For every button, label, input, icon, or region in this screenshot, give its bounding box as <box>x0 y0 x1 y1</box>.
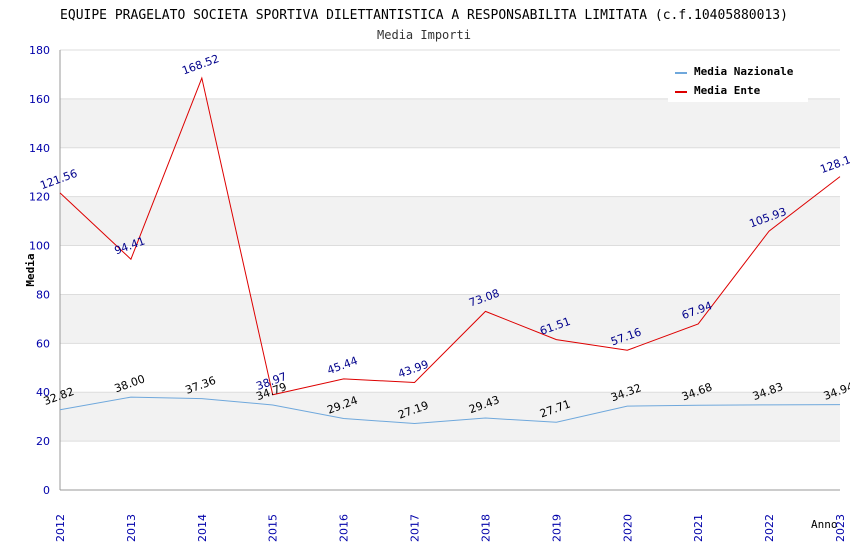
x-tick-label: 2018 <box>479 514 492 542</box>
y-tick-label: 40 <box>36 386 50 399</box>
x-tick-label: 2019 <box>550 514 563 542</box>
x-tick-label: 2013 <box>125 514 138 542</box>
x-tick-label: 2015 <box>267 514 280 542</box>
series-line-media-ente <box>59 76 841 396</box>
legend-label-media-nazionale: Media Nazionale <box>694 65 794 78</box>
data-label: 168.52 <box>180 52 221 77</box>
x-tick-label: 2016 <box>338 514 351 542</box>
y-tick-label: 140 <box>29 142 50 155</box>
chart-grid <box>60 49 840 491</box>
data-label: 45.44 <box>325 354 359 377</box>
grid-band <box>60 392 840 442</box>
chart-bands <box>60 98 840 442</box>
series-lines <box>59 76 841 425</box>
data-label: 121.56 <box>38 167 79 192</box>
y-tick-label: 100 <box>29 240 50 253</box>
x-tick-label: 2022 <box>763 514 776 542</box>
chart-title: EQUIPE PRAGELATO SOCIETA SPORTIVA DILETT… <box>60 8 788 23</box>
y-tick-label: 80 <box>36 288 50 301</box>
x-tick-label: 2012 <box>54 514 67 542</box>
series-line-media-nazionale <box>59 396 841 425</box>
x-tick-label: 2023 <box>834 514 847 542</box>
x-tick-label: 2021 <box>692 514 705 542</box>
x-tick-label: 2017 <box>409 514 422 542</box>
y-ticks: 0 20 40 60 80 100 120 140 160 180 <box>29 44 50 497</box>
y-tick-label: 120 <box>29 191 50 204</box>
chart-subtitle: Media Importi <box>377 28 471 42</box>
grid-band <box>60 196 840 246</box>
x-tick-label: 2014 <box>196 514 209 542</box>
x-axis-label: Anno <box>811 518 838 531</box>
y-tick-label: 180 <box>29 44 50 57</box>
legend: Media Nazionale Media Ente <box>668 60 808 102</box>
grid-band <box>60 294 840 344</box>
legend-label-media-ente: Media Ente <box>694 84 761 97</box>
y-tick-label: 60 <box>36 337 50 350</box>
data-label: 128.19 <box>818 151 850 176</box>
x-ticks: 2012 2013 2014 2015 2016 2017 2018 2019 2020 2021… <box>54 514 847 542</box>
x-tick-label: 2020 <box>621 514 634 542</box>
y-axis-label: Media <box>24 253 37 286</box>
y-tick-label: 20 <box>36 435 50 448</box>
y-tick-label: 0 <box>43 484 50 497</box>
y-tick-label: 160 <box>29 93 50 106</box>
legend-box <box>668 60 808 102</box>
data-label: 43.99 <box>396 358 430 381</box>
